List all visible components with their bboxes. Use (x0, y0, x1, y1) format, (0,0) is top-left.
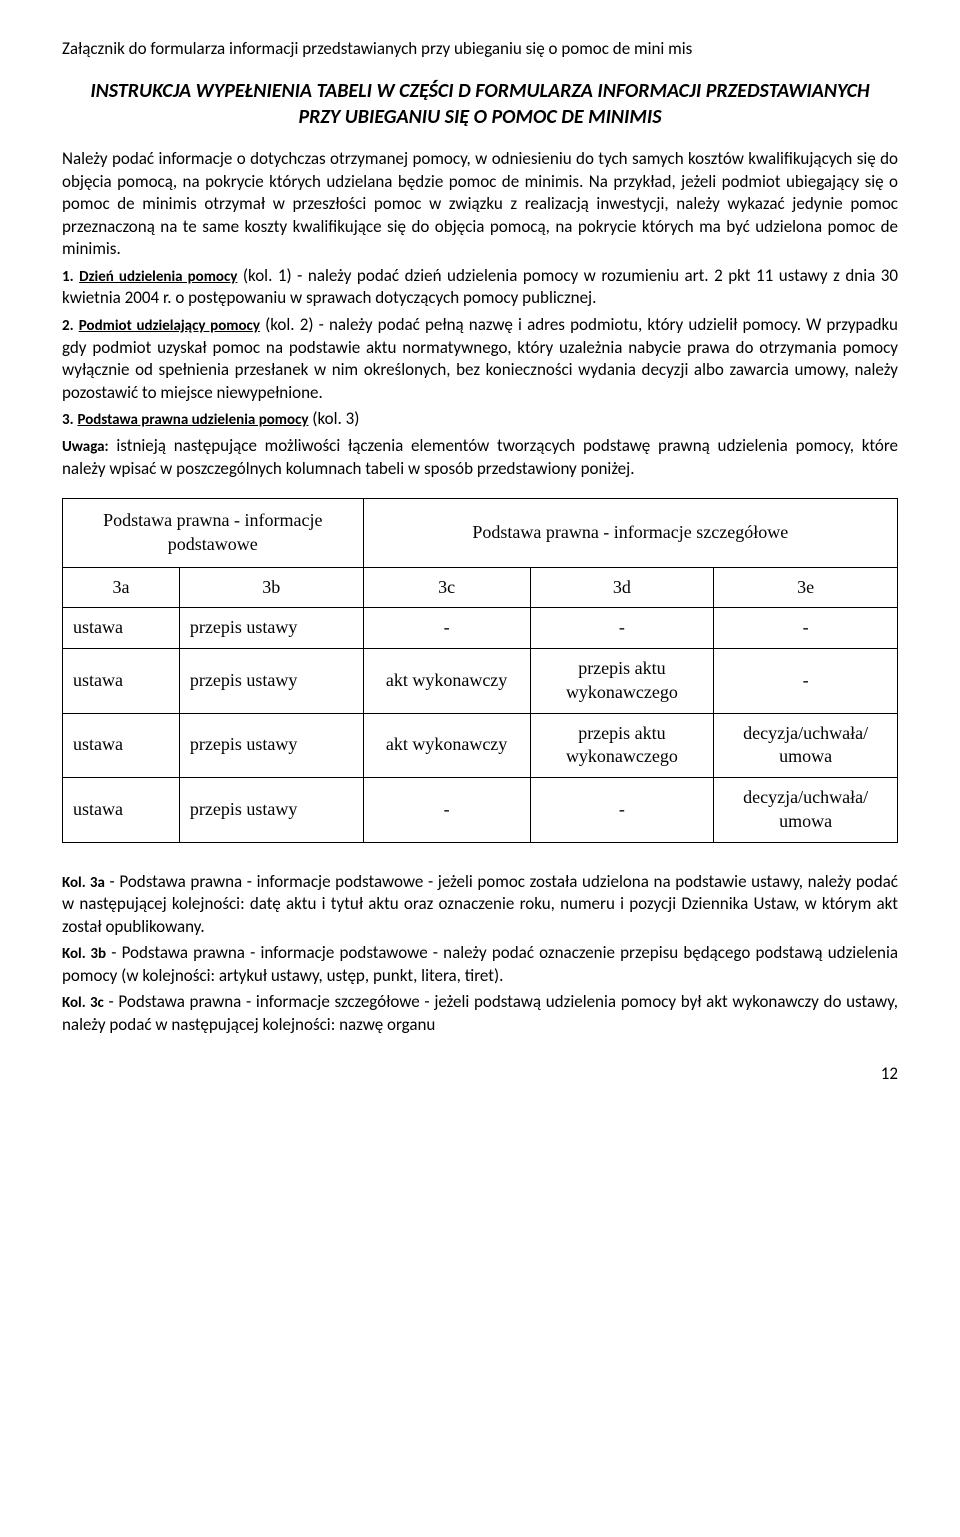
table-row: ustawa przepis ustawy akt wykonawczy prz… (63, 713, 898, 778)
col-3a: 3a (63, 567, 180, 608)
col-3e: 3e (714, 567, 898, 608)
cell-3c: akt wykonawczy (363, 649, 530, 714)
cell-3a: ustawa (63, 778, 180, 843)
main-title: INSTRUKCJA WYPEŁNIENIA TABELI W CZĘŚCI D… (68, 78, 892, 130)
item-2-title: Podmiot udzielający pomocy (79, 317, 260, 335)
item-1: 1. Dzień udzielenia pomocy (kol. 1) - na… (62, 265, 898, 310)
table-row: ustawa przepis ustawy - - decyzja/uchwał… (63, 778, 898, 843)
item-3-rest: (kol. 3) (308, 408, 359, 429)
kol-3b-paragraph: Kol. 3b - Podstawa prawna - informacje p… (62, 942, 898, 987)
uwaga-paragraph: Uwaga: istnieją następujące możliwości ł… (62, 435, 898, 480)
legal-basis-table: Podstawa prawna - informacje podstawowe … (62, 498, 898, 843)
intro-paragraph: Należy podać informacje o dotychczas otr… (62, 148, 898, 260)
kol-3a-rest: - Podstawa prawna - informacje podstawow… (62, 871, 898, 937)
cell-3b: przepis ustawy (179, 713, 363, 778)
kol-3c-paragraph: Kol. 3c - Podstawa prawna - informacje s… (62, 991, 898, 1036)
cell-3b: przepis ustawy (179, 649, 363, 714)
kol-3b-rest: - Podstawa prawna - informacje podstawow… (62, 942, 898, 986)
cell-3d: przepis aktu wykonawczego (530, 649, 714, 714)
cell-3c: - (363, 778, 530, 843)
cell-3d: - (530, 608, 714, 649)
item-1-title: Dzień udzielenia pomocy (79, 268, 237, 286)
col-3c: 3c (363, 567, 530, 608)
item-3-lead: 3. (62, 411, 74, 429)
col-3b: 3b (179, 567, 363, 608)
cell-3a: ustawa (63, 713, 180, 778)
attachment-line: Załącznik do formularza informacji przed… (62, 38, 898, 60)
page-number: 12 (62, 1063, 898, 1085)
cell-3c: - (363, 608, 530, 649)
kol-3a-lead: Kol. 3a (62, 874, 105, 892)
item-3: 3. Podstawa prawna udzielenia pomocy (ko… (62, 408, 898, 431)
uwaga-lead: Uwaga: (62, 438, 109, 456)
header-detail: Podstawa prawna - informacje szczegółowe (363, 499, 897, 568)
item-2: 2. Podmiot udzielający pomocy (kol. 2) -… (62, 314, 898, 404)
item-3-title: Podstawa prawna udzielenia pomocy (77, 411, 308, 429)
kol-3a-paragraph: Kol. 3a - Podstawa prawna - informacje p… (62, 871, 898, 939)
kol-3b-lead: Kol. 3b (62, 945, 106, 963)
table-row: ustawa przepis ustawy - - - (63, 608, 898, 649)
cell-3b: przepis ustawy (179, 778, 363, 843)
cell-3a: ustawa (63, 608, 180, 649)
cell-3d: przepis aktu wykonawczego (530, 713, 714, 778)
cell-3c: akt wykonawczy (363, 713, 530, 778)
table-header-row-1: Podstawa prawna - informacje podstawowe … (63, 499, 898, 568)
col-3d: 3d (530, 567, 714, 608)
cell-3e: - (714, 608, 898, 649)
uwaga-rest: istnieją następujące możliwości łączenia… (62, 435, 898, 479)
cell-3d: - (530, 778, 714, 843)
kol-3c-lead: Kol. 3c (62, 994, 104, 1012)
cell-3e: - (714, 649, 898, 714)
header-basic: Podstawa prawna - informacje podstawowe (63, 499, 364, 568)
item-2-lead: 2. (62, 317, 74, 335)
cell-3b: przepis ustawy (179, 608, 363, 649)
table-header-row-2: 3a 3b 3c 3d 3e (63, 567, 898, 608)
cell-3e: decyzja/uchwała/ umowa (714, 713, 898, 778)
cell-3e: decyzja/uchwała/ umowa (714, 778, 898, 843)
item-1-lead: 1. (62, 268, 74, 286)
table-row: ustawa przepis ustawy akt wykonawczy prz… (63, 649, 898, 714)
kol-3c-rest: - Podstawa prawna - informacje szczegóło… (62, 991, 898, 1035)
cell-3a: ustawa (63, 649, 180, 714)
